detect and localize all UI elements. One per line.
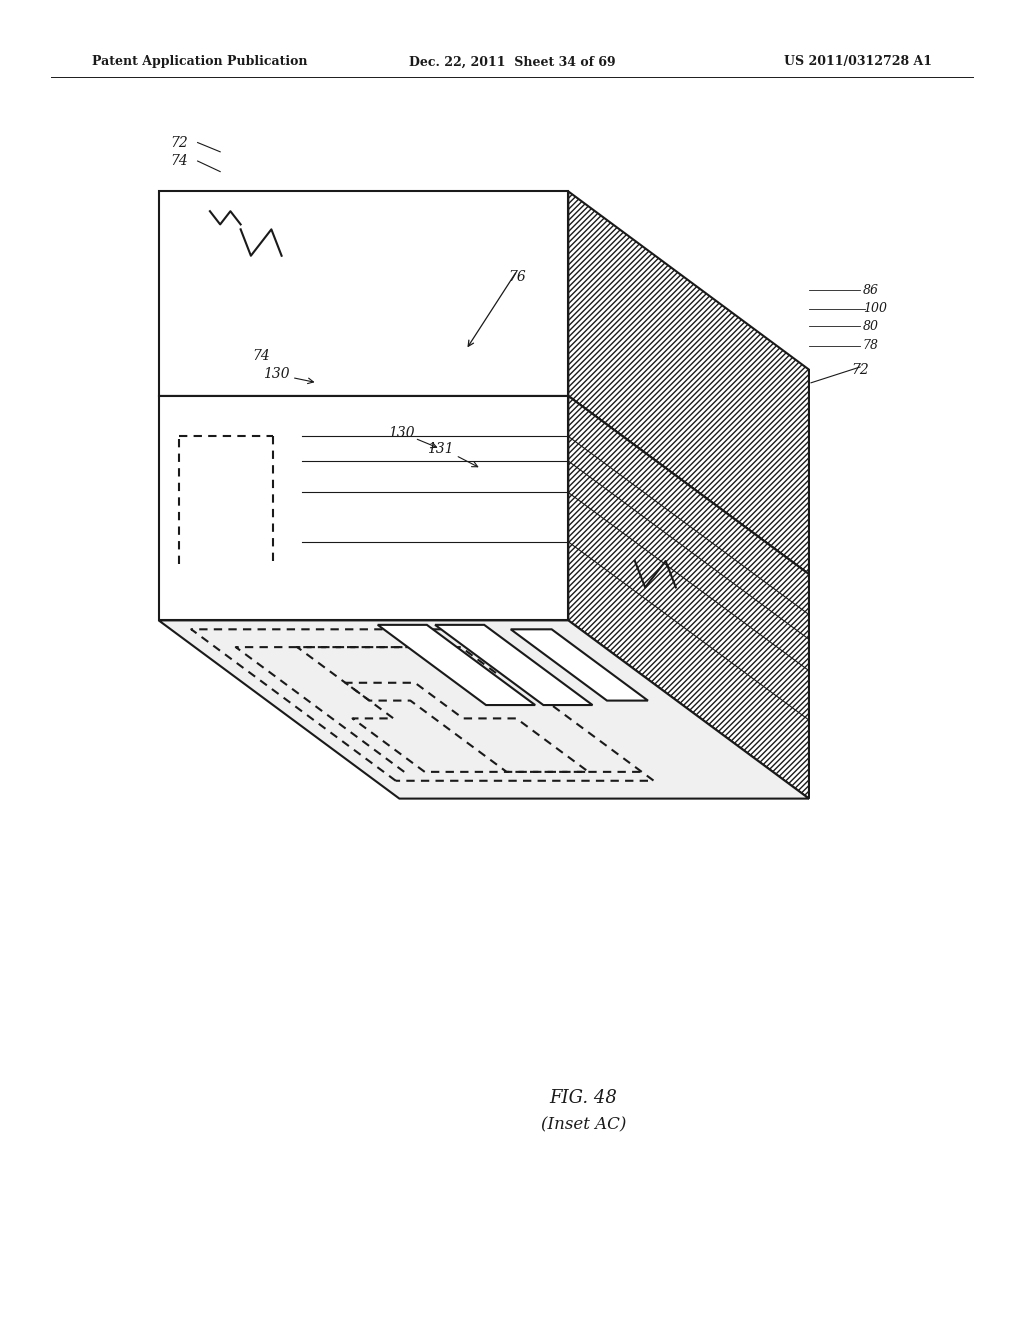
Text: 72: 72 [170, 136, 188, 149]
Polygon shape [159, 396, 568, 620]
Text: 74: 74 [170, 154, 188, 168]
Polygon shape [435, 624, 593, 705]
Polygon shape [568, 191, 809, 574]
Polygon shape [159, 620, 809, 799]
Text: 72: 72 [851, 363, 869, 376]
Text: 130: 130 [388, 426, 415, 440]
Polygon shape [159, 396, 809, 574]
Text: 131: 131 [427, 442, 454, 455]
Text: 78: 78 [862, 339, 879, 352]
Text: 100: 100 [863, 302, 888, 315]
Text: 74: 74 [252, 350, 270, 363]
Text: 76: 76 [508, 271, 526, 284]
Text: 80: 80 [862, 319, 879, 333]
Text: Dec. 22, 2011  Sheet 34 of 69: Dec. 22, 2011 Sheet 34 of 69 [409, 55, 615, 69]
Polygon shape [159, 191, 568, 396]
Text: (Inset AC): (Inset AC) [541, 1117, 627, 1133]
Text: US 2011/0312728 A1: US 2011/0312728 A1 [783, 55, 932, 69]
Polygon shape [511, 630, 648, 701]
Text: 130: 130 [263, 367, 290, 380]
Text: Patent Application Publication: Patent Application Publication [92, 55, 307, 69]
Text: FIG. 48: FIG. 48 [550, 1089, 617, 1107]
Polygon shape [568, 396, 809, 799]
Text: 86: 86 [862, 284, 879, 297]
Polygon shape [378, 624, 536, 705]
